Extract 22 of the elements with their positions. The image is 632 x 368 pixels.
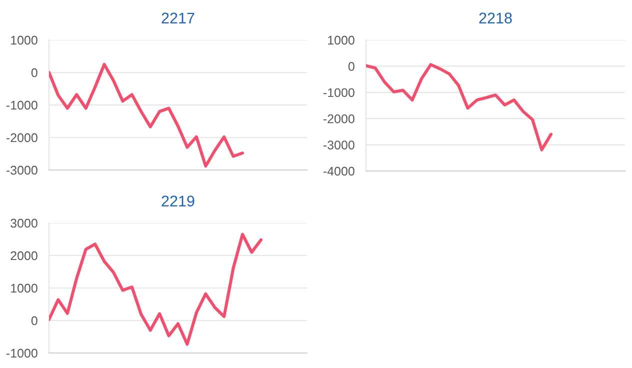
y-tick-label: -2000 bbox=[6, 133, 38, 142]
chart-title: 2217 bbox=[162, 12, 194, 24]
y-tick-label: -1000 bbox=[6, 100, 38, 110]
chart-title: 2218 bbox=[479, 12, 512, 24]
line-series bbox=[366, 63, 553, 152]
y-tick-label: -3000 bbox=[6, 166, 38, 175]
y-tick-label: -2000 bbox=[323, 114, 354, 124]
y-tick-label: 2000 bbox=[10, 251, 38, 260]
y-tick-label: 1000 bbox=[328, 36, 354, 45]
y-tick-label: 0 bbox=[31, 316, 38, 326]
y-tick-label: -1000 bbox=[323, 88, 354, 98]
line-series bbox=[49, 62, 244, 168]
chart-title: 2219 bbox=[162, 196, 194, 206]
y-tick-label: -4000 bbox=[323, 166, 354, 176]
y-tick-label: 3000 bbox=[10, 218, 38, 228]
y-tick-label: 0 bbox=[348, 62, 354, 71]
line-series bbox=[49, 232, 262, 346]
y-tick-label: 0 bbox=[31, 68, 38, 78]
y-tick-label: -3000 bbox=[323, 140, 354, 150]
y-tick-label: -1000 bbox=[6, 348, 38, 358]
y-tick-label: 1000 bbox=[11, 284, 38, 293]
y-tick-label: 1000 bbox=[11, 36, 38, 45]
